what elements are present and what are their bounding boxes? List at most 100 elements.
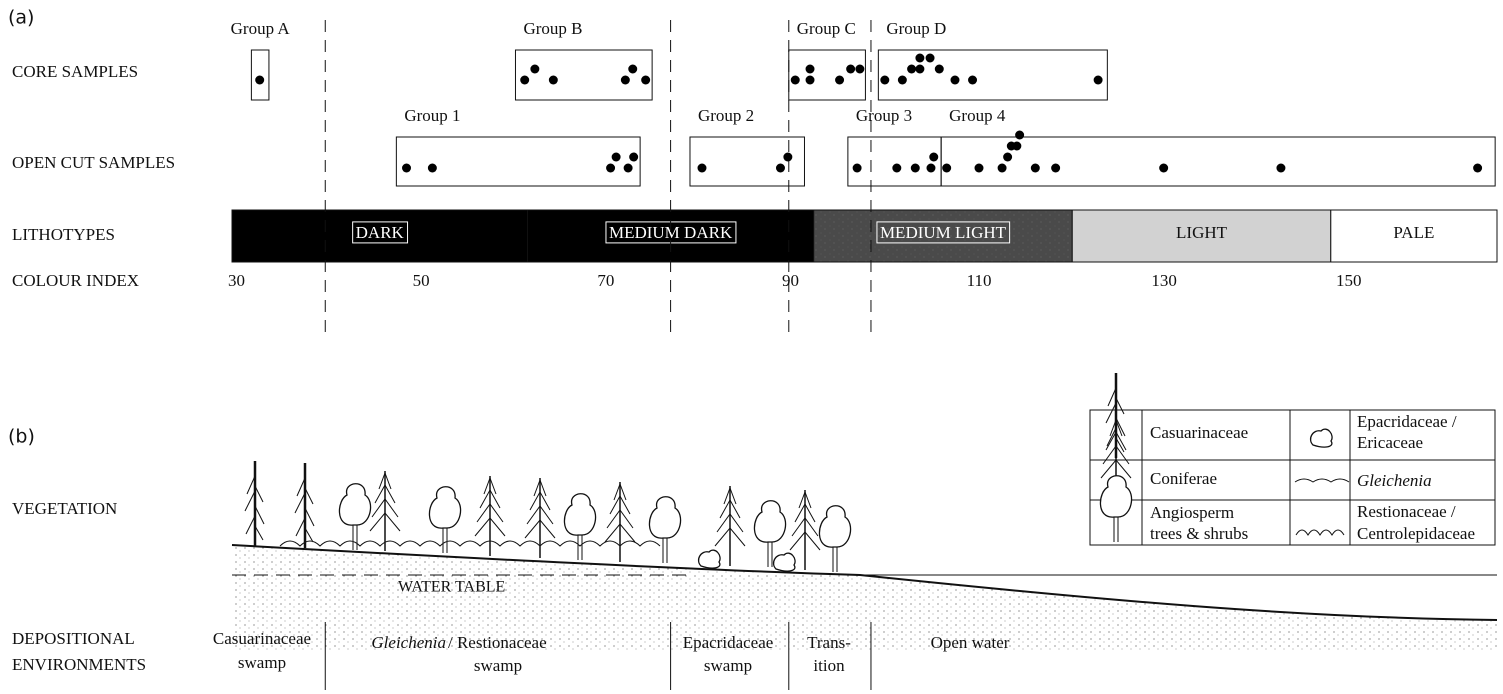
environment-label: Trans- <box>807 633 851 652</box>
group-label: Group A <box>231 19 291 38</box>
group-label: Group 1 <box>404 106 460 125</box>
sample-point <box>950 75 960 85</box>
sample-point <box>427 163 437 173</box>
label-box <box>352 221 409 244</box>
sample-point <box>1473 163 1483 173</box>
sample-point <box>910 163 920 173</box>
lithotype-label: DARK <box>356 223 405 242</box>
environment-label: swamp <box>474 656 522 675</box>
sample-point <box>606 163 616 173</box>
axis-tick-label: 50 <box>413 271 430 290</box>
sample-point <box>835 75 845 85</box>
sample-point <box>623 163 633 173</box>
group-label: Group B <box>523 19 582 38</box>
group-box <box>514 49 653 101</box>
sample-point <box>1015 130 1025 140</box>
legend-label: Casuarinaceae <box>1150 423 1248 442</box>
lithotype-label: PALE <box>1393 223 1434 242</box>
row-title: COLOUR INDEX <box>12 271 139 290</box>
sample-point <box>1003 152 1013 162</box>
legend-label: Coniferae <box>1150 469 1217 488</box>
label-box <box>876 221 1011 244</box>
sample-point <box>915 53 925 63</box>
sample-point <box>846 64 856 74</box>
group-label: Group D <box>886 19 946 38</box>
sample-point <box>852 163 862 173</box>
sample-point <box>641 75 651 85</box>
legend-label: Centrolepidaceae <box>1357 524 1475 543</box>
lithotype-band <box>231 209 528 263</box>
environment-label: Epacridaceae <box>683 633 774 652</box>
row-title: LITHOTYPES <box>12 225 115 244</box>
group-box <box>940 136 1496 187</box>
row-title: VEGETATION <box>12 499 117 518</box>
sample-point <box>907 64 917 74</box>
sample-point <box>1093 75 1103 85</box>
panel-label: (b) <box>8 426 35 448</box>
sample-point <box>968 75 978 85</box>
axis-tick-label: 150 <box>1336 271 1362 290</box>
axis-tick-label: 30 <box>228 271 245 290</box>
environment-label: Gleichenia <box>371 633 446 652</box>
environment-label: swamp <box>238 653 286 672</box>
environment-label: / Restionaceae <box>448 633 547 652</box>
sample-point <box>997 163 1007 173</box>
legend-label: Restionaceae / <box>1357 502 1456 521</box>
sample-point <box>530 64 540 74</box>
group-label: Group 4 <box>949 106 1006 125</box>
group-box <box>847 136 942 187</box>
axis-tick-label: 130 <box>1151 271 1177 290</box>
sample-point <box>974 163 984 173</box>
row-title: DEPOSITIONAL <box>12 629 135 648</box>
legend <box>1089 409 1496 546</box>
sample-point <box>783 152 793 162</box>
sample-point <box>942 163 952 173</box>
legend-label: Epacridaceae / <box>1357 412 1457 431</box>
lithotype-label: LIGHT <box>1176 223 1228 242</box>
sample-point <box>611 152 621 162</box>
sample-point <box>929 152 939 162</box>
row-title: OPEN CUT SAMPLES <box>12 153 175 172</box>
group-box <box>877 49 1108 101</box>
sample-point <box>1051 163 1061 173</box>
sample-point <box>520 75 530 85</box>
axis-tick-label: 90 <box>782 271 799 290</box>
legend-label: trees & shrubs <box>1150 524 1248 543</box>
group-box <box>395 136 641 187</box>
sample-point <box>1030 163 1040 173</box>
group-label: Group 3 <box>856 106 912 125</box>
row-title: ENVIRONMENTS <box>12 655 146 674</box>
sample-point <box>1276 163 1286 173</box>
sample-point <box>925 53 935 63</box>
sample-point <box>897 75 907 85</box>
sample-point <box>790 75 800 85</box>
sample-point <box>628 64 638 74</box>
environment-label: Casuarinaceae <box>213 629 311 648</box>
sample-point <box>620 75 630 85</box>
sample-point <box>855 64 865 74</box>
sample-point <box>255 75 265 85</box>
axis-tick-label: 70 <box>597 271 614 290</box>
axis-tick-label: 110 <box>967 271 992 290</box>
sample-point <box>548 75 558 85</box>
vegetation-scene <box>231 459 1498 650</box>
group-box <box>788 49 866 101</box>
legend-label: Ericaceae <box>1357 433 1423 452</box>
sample-point <box>805 75 815 85</box>
sample-point <box>402 163 412 173</box>
legend-label: Gleichenia <box>1357 471 1432 490</box>
legend-label: Angiosperm <box>1150 503 1234 522</box>
panel-label: (a) <box>8 7 34 29</box>
lithotype-label: MEDIUM LIGHT <box>880 223 1007 242</box>
group-label: Group C <box>797 19 856 38</box>
environment-label: ition <box>813 656 845 675</box>
lithotype-band <box>1330 209 1498 263</box>
lithotype-label: MEDIUM DARK <box>609 223 733 242</box>
sample-point <box>1012 141 1022 151</box>
band-texture <box>813 210 1073 262</box>
environment-label: swamp <box>704 656 752 675</box>
row-title: CORE SAMPLES <box>12 62 138 81</box>
sample-point <box>697 163 707 173</box>
sample-point <box>926 163 936 173</box>
